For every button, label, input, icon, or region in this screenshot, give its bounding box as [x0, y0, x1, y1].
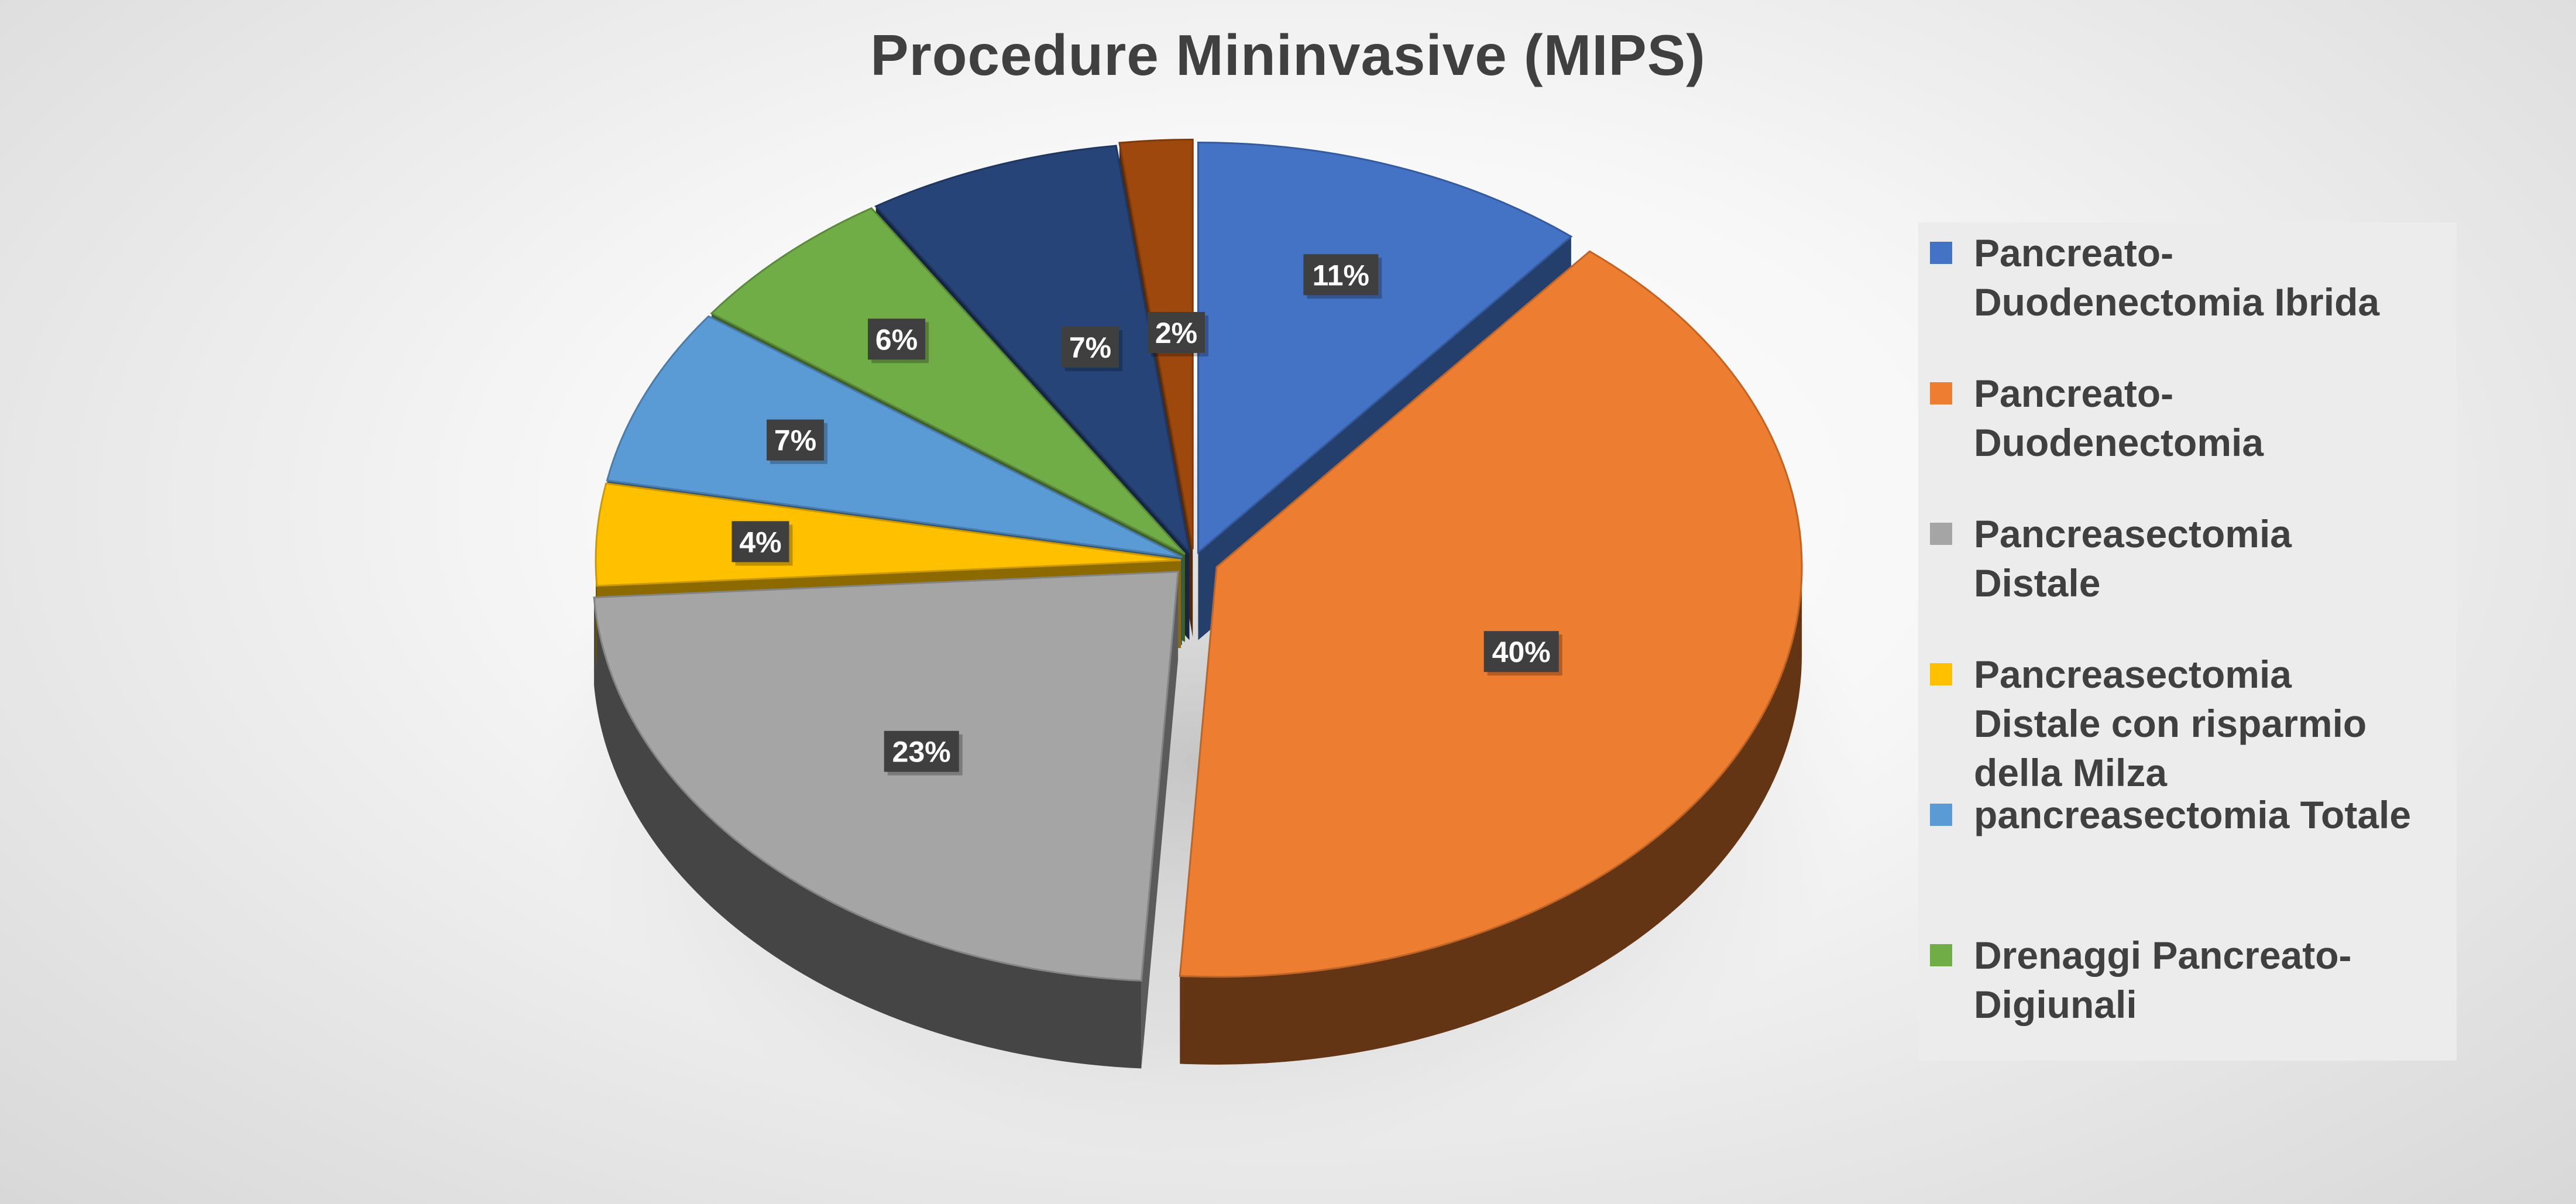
pie-labels: 11% 40% 23% 4% 7% 6% 7% 2% [731, 254, 1562, 776]
pie-slice-wall-2-0 [1141, 571, 1179, 1069]
data-label-0: 11% [1303, 254, 1382, 299]
pie-slice-5 [710, 207, 1186, 555]
data-label-2: 23% [884, 730, 963, 776]
legend-label-line: Duodenectomia Ibrida [1974, 280, 2380, 324]
legend-label-line: Drenaggi Pancreato- [1974, 934, 2352, 977]
pie-slice-side-2 [594, 597, 1142, 1069]
legend-label: Pancreasectomia Distale [1974, 509, 2460, 608]
data-label-7: 2% [1148, 312, 1208, 356]
pie-tops [593, 138, 1803, 982]
pie-slice-4 [606, 315, 1183, 558]
legend: Pancreato- Duodenectomia Ibrida Pancreato-… [1918, 222, 2457, 1061]
data-label-4: 7% [767, 419, 828, 464]
data-label-text: 4% [739, 526, 781, 558]
legend-label-line: Pancreasectomia [1974, 653, 2292, 696]
data-label-box [868, 318, 926, 360]
data-label-box [731, 521, 789, 562]
pie-slice-1 [1179, 250, 1803, 978]
legend-label-line: pancreasectomia Totale [1974, 793, 2412, 836]
data-label-text: 40% [1492, 636, 1551, 668]
data-label-box [884, 730, 959, 772]
legend-label-line: Pancreato- [1974, 231, 2174, 275]
data-label-text: 11% [1313, 259, 1369, 291]
legend-label: pancreasectomia Totale [1974, 790, 2460, 839]
legend-swatch [1930, 242, 1952, 264]
legend-label-line: Pancreato- [1974, 372, 2174, 415]
data-label-box [1062, 327, 1119, 368]
data-label-box [1483, 631, 1559, 673]
data-label-1: 40% [1483, 631, 1562, 676]
legend-swatch [1930, 804, 1952, 826]
legend-label-line: Digiunali [1974, 983, 2137, 1026]
legend-label: Pancreato- Duodenectomia Ibrida [1974, 228, 2460, 327]
legend-label-line: Distale con risparmio [1974, 702, 2367, 745]
legend-swatch [1930, 663, 1952, 685]
data-label-5: 6% [868, 318, 929, 363]
data-label-6: 7% [1062, 327, 1122, 371]
data-label-text: 7% [1069, 331, 1111, 364]
data-label-box [1303, 254, 1379, 296]
chart-title: Procedure Mininvasive (MIPS) [870, 23, 1706, 87]
data-label-box [1148, 312, 1205, 353]
legend-label-line: Pancreasectomia [1974, 512, 2292, 555]
pie-slice-6 [874, 145, 1191, 555]
data-label-text: 7% [774, 424, 816, 457]
legend-swatch [1930, 944, 1952, 966]
pie-slice-2 [593, 571, 1179, 982]
legend-label-line: della Milza [1974, 751, 2168, 794]
data-label-box [767, 419, 825, 461]
data-label-text: 6% [875, 323, 918, 356]
pie-slice-0 [1197, 142, 1573, 554]
legend-label-line: Duodenectomia [1974, 421, 2264, 464]
legend-swatch [1930, 523, 1952, 545]
legend-label-line: Distale [1974, 561, 2101, 605]
legend-label: Pancreato- Duodenectomia [1974, 369, 2460, 467]
data-label-text: 2% [1155, 317, 1197, 349]
legend-swatch [1930, 382, 1952, 404]
legend-label: Pancreasectomia Distale con risparmio dell… [1974, 650, 2460, 797]
legend-label: Drenaggi Pancreato- Digiunali [1974, 931, 2460, 1029]
data-label-3: 4% [731, 521, 793, 566]
data-label-text: 23% [892, 736, 951, 769]
pie-slice-side-1 [1180, 567, 1802, 1065]
